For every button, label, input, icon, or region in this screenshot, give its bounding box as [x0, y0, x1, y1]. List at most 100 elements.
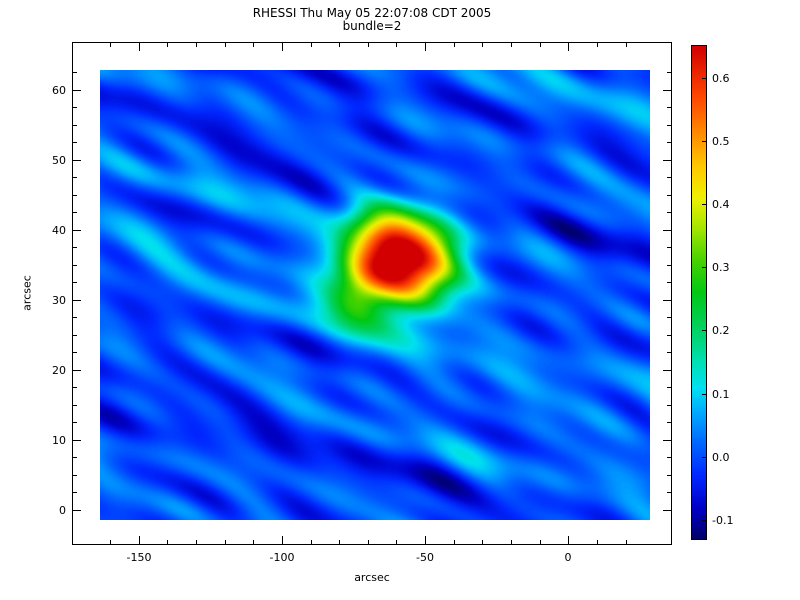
y-minor-tick [73, 457, 77, 458]
y-tick [73, 370, 81, 371]
colorbar [691, 45, 707, 540]
y-minor-tick [667, 405, 671, 406]
y-minor-tick [667, 142, 671, 143]
y-minor-tick [667, 457, 671, 458]
y-tick [663, 300, 671, 301]
y-minor-tick [73, 212, 77, 213]
x-tick [425, 43, 426, 51]
x-tick-label: -150 [126, 551, 152, 564]
axes-box [72, 42, 672, 545]
y-tick [663, 370, 671, 371]
y-tick [73, 440, 81, 441]
y-tick-label: 40 [52, 224, 66, 237]
y-minor-tick [73, 282, 77, 283]
title-block: RHESSI Thu May 05 22:07:08 CDT 2005 bund… [72, 7, 672, 33]
y-minor-tick [667, 247, 671, 248]
x-minor-tick [339, 43, 340, 47]
y-tick [73, 90, 81, 91]
x-tick [282, 536, 283, 544]
x-minor-tick [454, 43, 455, 47]
x-minor-tick [540, 540, 541, 544]
y-minor-tick [73, 125, 77, 126]
colorbar-tick-label: 0.3 [712, 261, 730, 274]
y-minor-tick [667, 107, 671, 108]
y-minor-tick [73, 422, 77, 423]
y-tick-label: 50 [52, 154, 66, 167]
plot-title: RHESSI Thu May 05 22:07:08 CDT 2005 [252, 6, 492, 20]
x-minor-tick [110, 43, 111, 47]
x-tick [568, 43, 569, 51]
y-minor-tick [73, 475, 77, 476]
y-minor-tick [667, 352, 671, 353]
x-minor-tick [311, 43, 312, 47]
colorbar-tick-label: 0.4 [712, 198, 730, 211]
y-tick [663, 230, 671, 231]
x-minor-tick [626, 540, 627, 544]
y-tick [73, 510, 81, 511]
colorbar-tick [702, 394, 706, 395]
y-minor-tick [667, 282, 671, 283]
y-tick [663, 160, 671, 161]
x-minor-tick [368, 540, 369, 544]
x-minor-tick [511, 43, 512, 47]
y-minor-tick [73, 177, 77, 178]
x-tick [568, 536, 569, 544]
y-minor-tick [73, 72, 77, 73]
x-tick-label: -50 [416, 551, 434, 564]
x-minor-tick [110, 540, 111, 544]
y-tick [73, 160, 81, 161]
y-minor-tick [73, 107, 77, 108]
y-minor-tick [667, 492, 671, 493]
colorbar-tick [702, 267, 706, 268]
colorbar-canvas [692, 46, 706, 539]
colorbar-tick [702, 520, 706, 521]
x-minor-tick [626, 43, 627, 47]
x-tick [139, 536, 140, 544]
x-minor-tick [482, 540, 483, 544]
colorbar-tick [702, 141, 706, 142]
y-minor-tick [667, 125, 671, 126]
x-tick [282, 43, 283, 51]
y-tick [73, 230, 81, 231]
x-minor-tick [540, 43, 541, 47]
x-minor-tick [597, 540, 598, 544]
x-minor-tick [196, 43, 197, 47]
plot-subtitle: bundle=2 [342, 19, 402, 33]
colorbar-tick [702, 78, 706, 79]
y-minor-tick [667, 195, 671, 196]
y-tick-label: 60 [52, 84, 66, 97]
x-minor-tick [368, 43, 369, 47]
y-minor-tick [73, 352, 77, 353]
x-axis-label: arcsec [354, 571, 390, 584]
colorbar-tick-label: 0.2 [712, 324, 730, 337]
colorbar-tick-label: 0.0 [712, 451, 730, 464]
y-minor-tick [73, 317, 77, 318]
y-minor-tick [667, 317, 671, 318]
colorbar-tick [702, 457, 706, 458]
x-minor-tick [339, 540, 340, 544]
colorbar-tick-label: 0.1 [712, 388, 730, 401]
x-minor-tick [396, 540, 397, 544]
x-tick-label: 0 [564, 551, 572, 564]
x-tick [425, 536, 426, 544]
colorbar-tick [702, 330, 706, 331]
x-minor-tick [511, 540, 512, 544]
y-minor-tick [73, 335, 77, 336]
y-tick [663, 440, 671, 441]
x-minor-tick [196, 540, 197, 544]
x-minor-tick [225, 540, 226, 544]
y-minor-tick [73, 195, 77, 196]
y-minor-tick [73, 247, 77, 248]
y-minor-tick [667, 387, 671, 388]
y-tick-label: 0 [59, 504, 66, 517]
x-tick [139, 43, 140, 51]
y-minor-tick [73, 387, 77, 388]
y-minor-tick [73, 265, 77, 266]
heatmap-canvas [100, 70, 650, 520]
y-minor-tick [667, 212, 671, 213]
x-minor-tick [454, 540, 455, 544]
ticks-layer [73, 43, 671, 544]
x-minor-tick [597, 43, 598, 47]
y-tick [663, 510, 671, 511]
